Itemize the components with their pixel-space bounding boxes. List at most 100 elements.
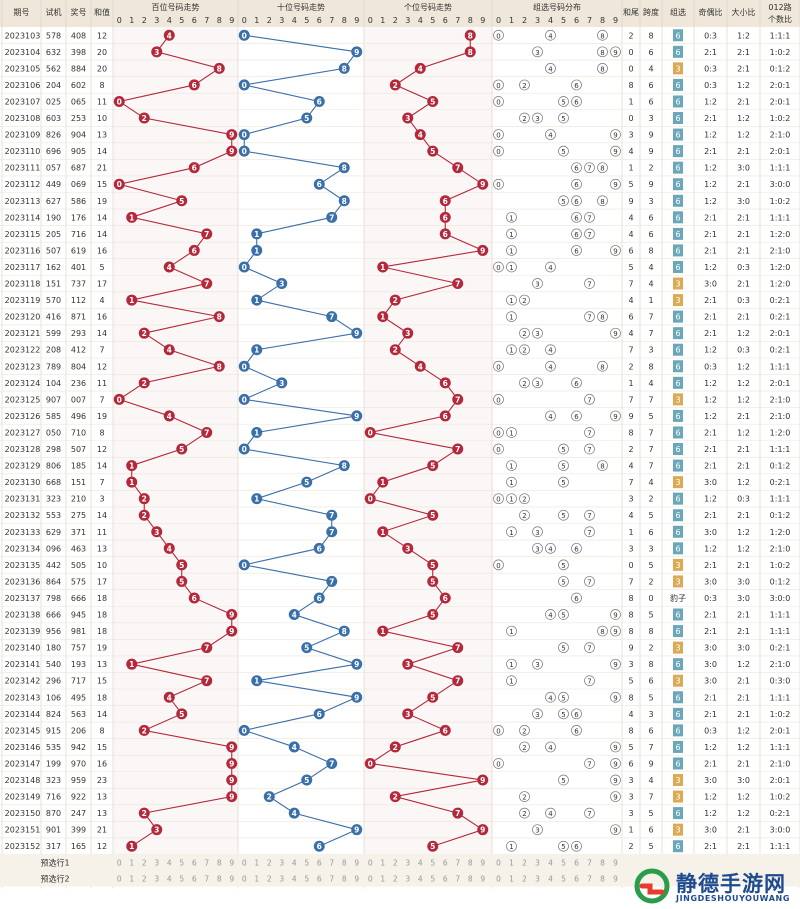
award-number: 398 xyxy=(71,48,86,57)
group-digit-circle xyxy=(506,493,517,505)
odd-even-ratio: 2:1 xyxy=(704,296,717,305)
hundreds-ball-label: 2 xyxy=(142,329,147,338)
group-digit: 1 xyxy=(509,496,513,504)
footer-digit: 3 xyxy=(535,859,540,868)
big-small-ratio: 2:1 xyxy=(737,246,750,255)
units-ball xyxy=(377,625,389,637)
award-number: 293 xyxy=(71,329,86,338)
tens-ball xyxy=(313,840,325,852)
trial-number: 666 xyxy=(46,611,61,620)
combo-value: 6 xyxy=(675,313,680,322)
units-ball-label: 5 xyxy=(430,97,435,106)
units-ball xyxy=(477,824,489,836)
combo-badge xyxy=(673,78,683,91)
units-ball xyxy=(389,344,401,356)
units-ball xyxy=(452,393,464,405)
award-number: 495 xyxy=(71,693,86,702)
combo-badge xyxy=(673,774,683,787)
group-digit-circle xyxy=(493,261,504,273)
issue-number: 2023148 xyxy=(5,776,41,785)
footer-digit: 7 xyxy=(455,859,460,868)
group-digit-circle xyxy=(584,509,595,521)
footer-digit: 9 xyxy=(613,859,618,868)
hundreds-ball xyxy=(176,708,188,720)
combo-value: 6 xyxy=(675,462,680,471)
units-ball-label: 2 xyxy=(393,346,398,355)
units-ball xyxy=(452,642,464,654)
sum-tail: 8 xyxy=(628,428,633,437)
units-ball-label: 1 xyxy=(380,263,385,272)
group-digit-circle xyxy=(545,63,556,74)
units-ball xyxy=(414,129,426,141)
group-digit: 4 xyxy=(548,744,553,752)
group-digit-circle xyxy=(597,360,608,372)
span-value: 5 xyxy=(648,809,653,818)
hundreds-ball xyxy=(163,542,175,554)
span-value: 9 xyxy=(648,147,653,156)
award-number: 505 xyxy=(71,561,86,570)
combo-value: 6 xyxy=(675,726,680,735)
tens-ball xyxy=(338,625,350,637)
units-ball xyxy=(427,609,439,621)
issue-number: 2023116 xyxy=(5,246,41,255)
sum-tail: 2 xyxy=(628,31,633,40)
award-number: 185 xyxy=(71,462,86,471)
hundreds-ball xyxy=(151,526,163,538)
footer-digit: 4 xyxy=(167,875,172,884)
group-digit: 7 xyxy=(587,281,591,289)
footer-digit: 0 xyxy=(496,859,501,868)
combo-badge xyxy=(673,376,683,389)
span-value: 8 xyxy=(648,31,653,40)
group-digit: 5 xyxy=(561,446,565,454)
sum-tail: 1 xyxy=(628,379,633,388)
group-digit: 2 xyxy=(522,744,526,752)
header-bigsmall: 大小比 xyxy=(732,7,756,17)
issue-number: 2023150 xyxy=(5,809,41,818)
route-ratio: 0:1:2 xyxy=(770,462,791,471)
hundreds-ball-label: 6 xyxy=(192,594,197,603)
odd-even-ratio: 2:1 xyxy=(704,213,717,222)
combo-badge xyxy=(673,525,683,538)
sum-value: 8 xyxy=(99,428,104,437)
header-digit: 2 xyxy=(267,16,272,25)
big-small-ratio: 1:2 xyxy=(737,379,750,388)
footer-digit: 5 xyxy=(430,859,435,868)
group-digit: 2 xyxy=(522,330,526,338)
combo-badge xyxy=(673,707,683,720)
footer-digit: 0 xyxy=(117,875,122,884)
combo-value: 3 xyxy=(675,826,680,835)
tens-ball-label: 7 xyxy=(329,213,334,222)
units-ball xyxy=(464,29,476,41)
award-number: 165 xyxy=(71,842,86,851)
hundreds-ball xyxy=(201,228,213,240)
combo-badge xyxy=(673,608,683,621)
group-digit-circle xyxy=(584,576,595,587)
hundreds-ball-label: 3 xyxy=(154,48,159,57)
span-value: 3 xyxy=(648,197,653,206)
group-digit: 9 xyxy=(613,413,617,421)
sum-value: 4 xyxy=(99,296,104,305)
trial-number: 317 xyxy=(46,842,61,851)
tens-ball-label: 6 xyxy=(317,180,322,189)
route-ratio: 2:1:0 xyxy=(770,544,791,553)
group-digit-circle xyxy=(506,228,517,240)
issue-number: 2023115 xyxy=(5,230,41,239)
big-small-ratio: 2:1 xyxy=(737,627,750,636)
header-tens: 十位号码走势 xyxy=(277,2,325,12)
span-value: 6 xyxy=(648,677,653,686)
combo-value: 3 xyxy=(675,677,680,686)
combo-value: 3 xyxy=(675,776,680,785)
footer-digit: 5 xyxy=(561,875,566,884)
group-digit: 6 xyxy=(574,727,579,735)
sum-tail: 4 xyxy=(628,147,633,156)
route-ratio: 2:0:1 xyxy=(770,726,791,735)
award-number: 176 xyxy=(71,213,86,222)
sum-value: 13 xyxy=(97,660,107,669)
combo-badge xyxy=(673,244,683,257)
combo-value: 3 xyxy=(675,793,680,802)
award-number: 193 xyxy=(71,660,86,669)
sum-tail: 6 xyxy=(628,313,633,322)
issue-number: 2023141 xyxy=(5,660,41,669)
hundreds-ball xyxy=(213,360,225,372)
group-digit-circle xyxy=(545,129,556,140)
